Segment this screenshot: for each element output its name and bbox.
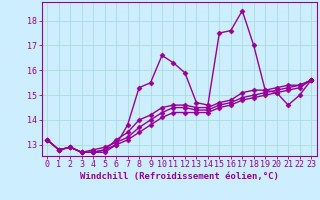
X-axis label: Windchill (Refroidissement éolien,°C): Windchill (Refroidissement éolien,°C): [80, 172, 279, 181]
